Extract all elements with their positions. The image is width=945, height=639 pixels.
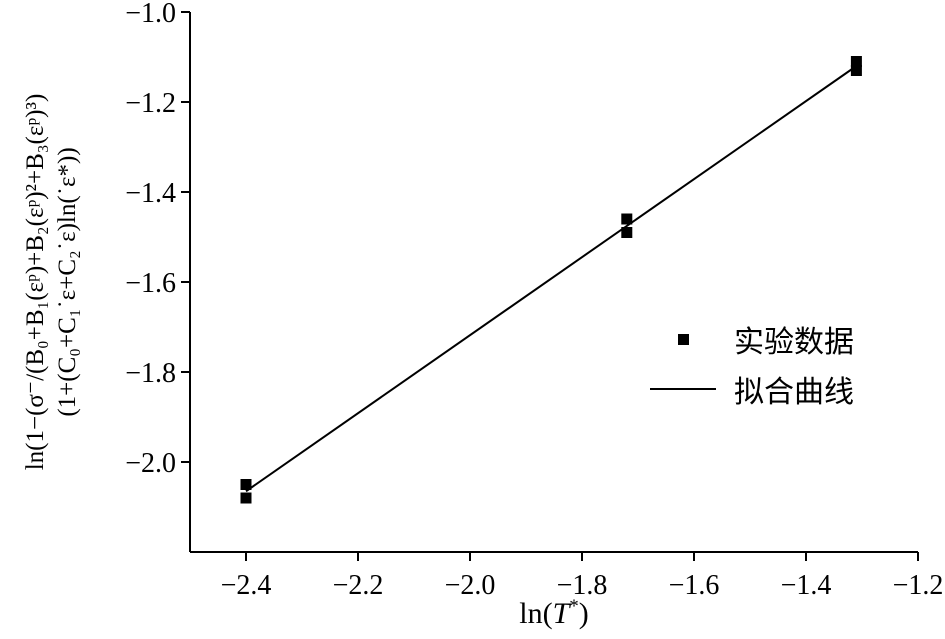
y-axis-label-line1: ln(1−(σ⁻/(B₀+B₁(εᵖ)+B₂(εᵖ)²+B₃(εᵖ)³) xyxy=(22,93,49,471)
y-axis-label: ln(1−(σ⁻/(B₀+B₁(εᵖ)+B₂(εᵖ)²+B₃(εᵖ)³) (1+… xyxy=(20,0,84,612)
data-point xyxy=(621,227,633,238)
legend-label-fitted-curve: 拟合曲线 xyxy=(734,376,854,409)
legend-square-marker-icon xyxy=(646,333,720,345)
x-axis-label: ln(T*) xyxy=(519,596,589,631)
x-tick-label: −1.2 xyxy=(893,570,944,601)
legend-line-marker-icon xyxy=(646,388,720,390)
x-axis-label-superscript: * xyxy=(569,596,579,617)
fit-line xyxy=(245,65,857,493)
data-point xyxy=(850,65,862,76)
x-tick-label: −1.4 xyxy=(781,570,832,601)
y-tick-label: −1.8 xyxy=(125,358,176,389)
x-axis-label-pre: ln( xyxy=(519,597,553,630)
y-tick-label: −1.2 xyxy=(125,88,176,119)
y-tick-label: −1.0 xyxy=(125,0,176,29)
data-point xyxy=(621,213,633,225)
x-tick-label: −1.8 xyxy=(557,570,608,601)
x-tick-label: −2.0 xyxy=(445,570,496,601)
y-tick-label: −1.6 xyxy=(125,268,176,299)
x-axis-label-variable: T xyxy=(552,597,570,630)
x-tick-label: −2.2 xyxy=(333,570,384,601)
y-axis-label-line2: (1+(C₀+C₁˙ε+C₂˙ε)ln(˙ε*)) xyxy=(54,147,81,417)
x-axis-label-post: ) xyxy=(578,597,589,630)
legend-label-experimental-data: 实验数据 xyxy=(734,326,854,359)
data-point xyxy=(240,492,252,504)
y-tick-label: −1.4 xyxy=(125,178,176,209)
legend: 实验数据 拟合曲线 xyxy=(646,314,854,414)
legend-item-experimental-data: 实验数据 xyxy=(646,314,854,364)
x-tick-label: −2.4 xyxy=(221,570,272,601)
legend-item-fitted-curve: 拟合曲线 xyxy=(646,364,854,414)
data-point xyxy=(850,56,862,67)
y-tick-label: −2.0 xyxy=(125,448,176,479)
data-point xyxy=(240,479,252,490)
x-tick-label: −1.6 xyxy=(669,570,720,601)
